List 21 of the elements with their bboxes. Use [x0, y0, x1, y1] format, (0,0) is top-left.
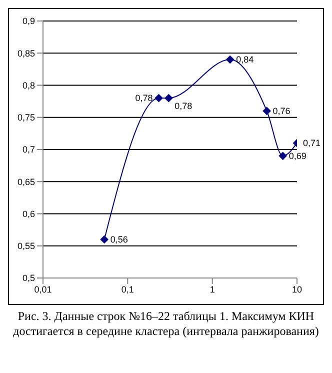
- data-label: 0,76: [272, 106, 290, 116]
- data-label: 0,78: [174, 101, 192, 112]
- y-tick-label: 0,9: [22, 16, 35, 26]
- data-label: 0,56: [110, 234, 128, 244]
- data-label: 0,84: [236, 54, 254, 65]
- y-tick-label: 0,7: [22, 144, 35, 155]
- x-tick-label: 10: [292, 284, 302, 294]
- x-tick-label: 0,1: [121, 284, 134, 294]
- text: Рис. 3. Данные строк №16–22 таблицы 1. Максимум КИН достигается в середине кластера (интервала ранжирования): [12, 309, 320, 339]
- x-tick-label: 0,01: [34, 284, 52, 294]
- y-tick-label: 0,6: [22, 208, 35, 219]
- data-label: 0,78: [135, 93, 153, 104]
- y-tick-label: 0,8: [22, 80, 35, 90]
- x-tick-label: 1: [210, 284, 215, 294]
- y-tick-label: 0,5: [22, 273, 35, 284]
- y-tick-label: 0,75: [17, 112, 35, 123]
- data-label: 0,71: [303, 138, 321, 148]
- y-tick-label: 0,65: [17, 176, 35, 187]
- y-tick-label: 0,55: [17, 241, 35, 252]
- data-label: 0,69: [288, 150, 306, 161]
- y-tick-label: 0,85: [17, 48, 35, 58]
